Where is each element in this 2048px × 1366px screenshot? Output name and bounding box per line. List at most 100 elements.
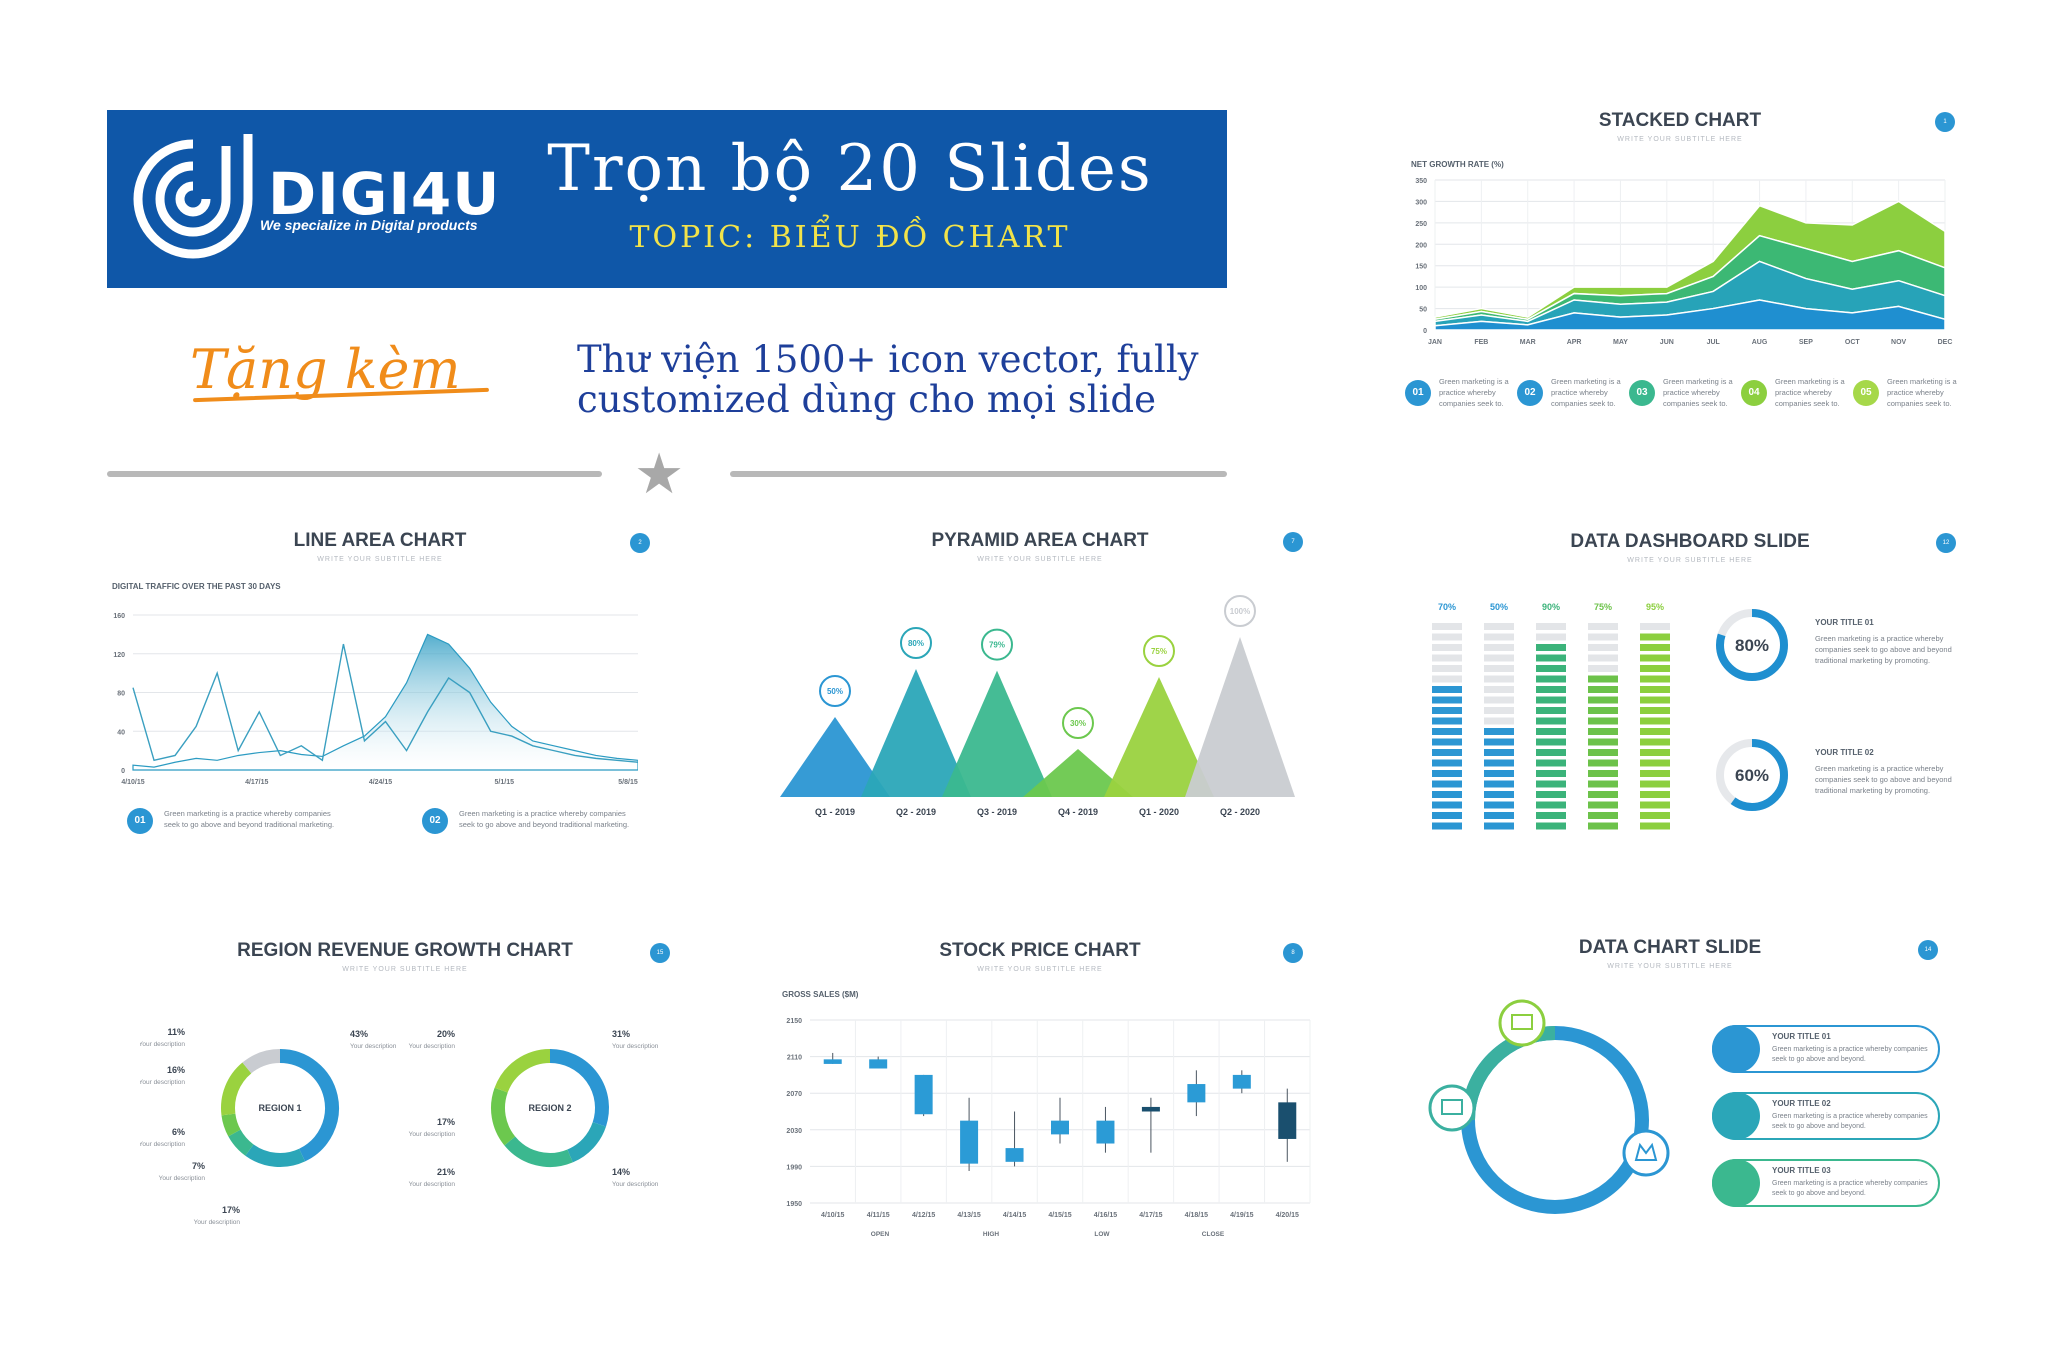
pyramid-category: Q2 - 2019 <box>896 807 936 817</box>
stacked-item-num: 01 <box>1405 380 1431 406</box>
dash-bar-segment <box>1588 633 1618 641</box>
line-ytick: 40 <box>117 729 125 736</box>
line-ytick: 0 <box>121 768 125 775</box>
line-item-text: Green marketing is a practice whereby co… <box>164 809 335 829</box>
line-xtick: 5/8/15 <box>618 779 638 786</box>
dash-bar-segment <box>1484 707 1514 714</box>
dash-bar-segment <box>1536 801 1566 809</box>
region-desc: Your description <box>350 1043 397 1050</box>
stacked-xtick: NOV <box>1891 339 1907 346</box>
line-item-text: Green marketing is a practice whereby co… <box>459 809 630 829</box>
pyramid-label: 50% <box>827 687 843 696</box>
dash-bar-pct: 75% <box>1594 602 1612 612</box>
data-item-title: YOUR TITLE 03 <box>1772 1166 1831 1175</box>
dash-bar-segment <box>1536 749 1566 756</box>
pyramid-label: 30% <box>1070 719 1086 728</box>
pyramid-label-circle <box>819 675 851 707</box>
region-segment <box>494 1049 551 1093</box>
dash-bar-segment <box>1588 812 1618 819</box>
pyramid-category: Q4 - 2019 <box>1058 807 1098 817</box>
region-desc: Your description <box>140 1141 185 1148</box>
region-pct: 16% <box>167 1065 185 1075</box>
pyramid-label-circle <box>900 627 932 659</box>
dash-bar-segment <box>1536 654 1566 662</box>
stacked-xtick: SEP <box>1799 339 1813 346</box>
line-item-num: 01 <box>127 808 153 834</box>
dash-bar-segment <box>1484 728 1514 735</box>
line-area-label: DIGITAL TRAFFIC OVER THE PAST 30 DAYS <box>112 582 281 591</box>
data-item-icon <box>1712 1092 1760 1140</box>
dash-bar-segment <box>1640 791 1670 798</box>
stock-xtick: 4/17/15 <box>1139 1212 1162 1219</box>
line-area-badge: 2 <box>630 533 650 553</box>
stacked-ytick: 150 <box>1415 264 1427 271</box>
data-item: YOUR TITLE 01 Green marketing is a practi… <box>1712 1025 1940 1073</box>
pyramid-label: 79% <box>989 641 1005 650</box>
region-pct: 21% <box>437 1167 455 1177</box>
dash-bar-segment <box>1484 686 1514 693</box>
dash-bar-segment <box>1536 686 1566 693</box>
dash-bar-segment <box>1588 759 1618 767</box>
pyramid-triangle <box>861 669 971 797</box>
data-chart-subtitle: WRITE YOUR SUBTITLE HERE <box>1607 963 1733 970</box>
dash-bar-segment <box>1588 675 1618 683</box>
region-name: REGION 1 <box>258 1103 301 1113</box>
dash-bar-segment <box>1588 770 1618 777</box>
data-chart-badge: 14 <box>1918 940 1938 960</box>
stacked-xtick: DEC <box>1938 339 1953 346</box>
pyramid-title: PYRAMID AREA CHART <box>931 530 1149 551</box>
dash-bar-segment <box>1484 665 1514 672</box>
dashboard-title: DATA DASHBOARD SLIDE <box>1570 531 1810 552</box>
stock-ylabel: GROSS SALES ($M) <box>782 990 859 999</box>
stock-ytick: 1950 <box>786 1201 802 1208</box>
dash-bar-segment <box>1484 717 1514 725</box>
dash-bar-pct: 50% <box>1490 602 1508 612</box>
dash-bar-segment <box>1536 780 1566 788</box>
dash-bar-segment <box>1640 770 1670 777</box>
region-segment <box>279 1049 339 1162</box>
pyramid-category: Q3 - 2019 <box>977 807 1017 817</box>
stock-candle <box>823 1059 842 1064</box>
stacked-chart: 0 50 100 150 200 250 300 350 JAN FEB MAR APR MAY JUN J… <box>1415 178 1953 346</box>
line-xtick: 4/17/15 <box>245 779 268 786</box>
stacked-xtick: OCT <box>1845 339 1861 346</box>
stacked-ytick: 250 <box>1415 221 1427 228</box>
dash-bar-segment <box>1432 791 1462 798</box>
stacked-badge: 1 <box>1935 112 1955 132</box>
line-xtick: 4/24/15 <box>369 779 392 786</box>
dash-bar-segment <box>1432 633 1462 641</box>
stacked-area <box>1434 299 1946 331</box>
dash-bar-segment <box>1432 696 1462 704</box>
stock-xtick: 4/15/15 <box>1048 1212 1071 1219</box>
region-desc: Your description <box>159 1175 206 1182</box>
dash-bar-segment <box>1588 791 1618 798</box>
stock-ytick: 2030 <box>786 1128 802 1135</box>
dash-bar-segment <box>1536 738 1566 746</box>
region-desc: Your description <box>612 1181 659 1188</box>
dashboard-badge: 12 <box>1936 533 1956 553</box>
dash-bar-segment <box>1432 812 1462 819</box>
dashboard-ring-text-2: YOUR TITLE 02 Green marketing is a pract… <box>1815 748 1955 796</box>
dash-bar-segment <box>1588 749 1618 756</box>
region-segment <box>221 1062 252 1116</box>
banner <box>107 110 1227 288</box>
region-desc: Your description <box>612 1043 659 1050</box>
stacked-item-num: 03 <box>1629 380 1655 406</box>
region-desc: Your description <box>409 1181 456 1188</box>
stock-candle <box>1187 1084 1206 1103</box>
dash-bar-segment <box>1484 675 1514 683</box>
dash-bar-segment <box>1536 728 1566 735</box>
divider-left <box>107 471 602 477</box>
line-ytick: 120 <box>113 652 125 659</box>
dash-bar-segment <box>1536 707 1566 714</box>
dash-bar-segment <box>1536 644 1566 651</box>
dash-bar-segment <box>1432 822 1462 830</box>
pyramid-badge: 7 <box>1283 532 1303 552</box>
region-pct: 17% <box>222 1205 240 1215</box>
stock-candle <box>1232 1074 1251 1089</box>
region-pct: 6% <box>172 1127 185 1137</box>
dash-bar-segment <box>1484 633 1514 641</box>
dash-bar-segment <box>1432 759 1462 767</box>
dash-bar-segment <box>1484 749 1514 756</box>
data-chart-ring <box>1428 999 1670 1214</box>
